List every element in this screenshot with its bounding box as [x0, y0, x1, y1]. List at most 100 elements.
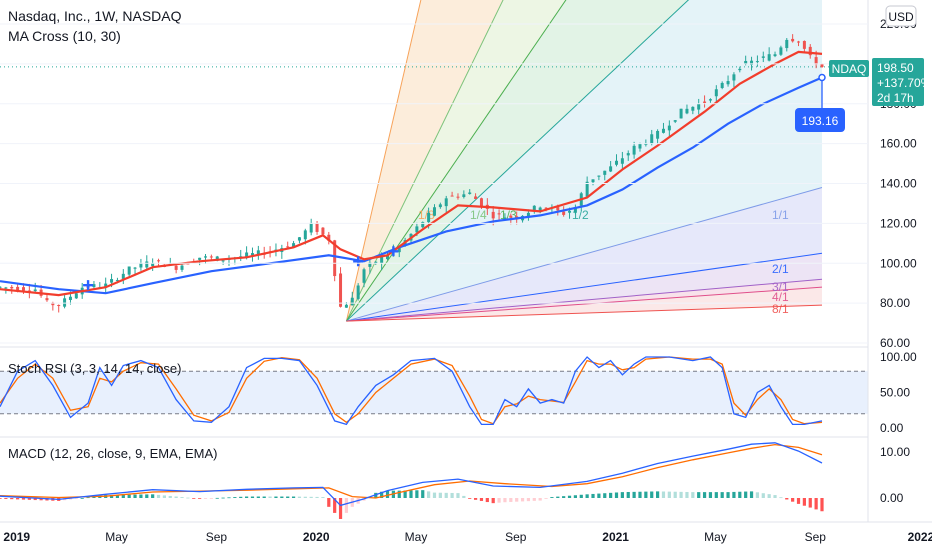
candle [21, 287, 25, 291]
macd-histogram-bar [585, 494, 589, 498]
macd-histogram-bar [86, 497, 90, 499]
macd-histogram-bar [556, 496, 560, 498]
macd-histogram-bar [309, 496, 313, 498]
time-tick-label: 2019 [3, 530, 30, 544]
macd-histogram-bar [550, 497, 554, 498]
candle [421, 222, 425, 228]
gann-fan-line [346, 187, 823, 322]
macd-histogram-bar [16, 498, 20, 500]
macd-histogram-bar [567, 495, 572, 498]
last-price: 198.50 [877, 61, 914, 75]
macd-histogram-bar [438, 492, 442, 498]
macd-histogram-bar [10, 498, 14, 500]
macd-histogram-bar [291, 496, 296, 498]
candle [597, 175, 601, 177]
candle [133, 267, 137, 269]
macd-histogram-bar [338, 498, 343, 519]
macd-histogram-bar [233, 497, 237, 498]
macd-histogram-bar [168, 495, 172, 498]
macd-histogram-bar [609, 492, 613, 498]
macd-histogram-bar [520, 498, 525, 502]
macd-histogram-bar [650, 491, 654, 498]
candle [215, 256, 219, 261]
candle [27, 290, 31, 292]
candle [779, 47, 783, 55]
candle [151, 263, 155, 267]
candle [808, 46, 812, 56]
candle [386, 255, 390, 260]
candle [714, 89, 718, 97]
candle [509, 215, 513, 218]
price-tick-label: 160.00 [880, 137, 917, 151]
macd-histogram-bar [738, 491, 742, 498]
macd-histogram-bar [603, 493, 607, 498]
candle [292, 243, 296, 248]
macd-histogram-bar [21, 498, 26, 500]
candle [250, 253, 254, 256]
macd-histogram-bar [198, 498, 202, 499]
candle [609, 166, 613, 172]
candle [544, 207, 548, 209]
candle [209, 256, 213, 258]
macd-histogram-bar [33, 498, 37, 501]
stoch-band [0, 371, 868, 414]
macd-histogram-bar [456, 493, 460, 498]
stoch-rsi-pane[interactable]: 100.00 50.00 0.00 [0, 350, 917, 435]
macd-histogram-bar [250, 496, 255, 498]
macd-histogram-bar [661, 491, 666, 498]
macd-histogram-bar [109, 494, 114, 498]
gann-fan-line [345, 0, 504, 322]
candle [344, 304, 348, 308]
gann-fan-label: 3/1 [772, 280, 789, 294]
macd-histogram-bar [303, 496, 307, 498]
macd-histogram-bar [744, 491, 748, 498]
macd-histogram-bar [503, 498, 507, 503]
main-pane[interactable]: 1/8 1/4 1/3 1/2 1/12/13/14/18/1 [0, 0, 868, 322]
macd-histogram-bar [509, 498, 513, 502]
candle [362, 269, 366, 283]
candle [503, 217, 507, 219]
macd-histogram-bar [591, 493, 595, 498]
candle [620, 158, 624, 164]
candle [397, 246, 401, 253]
candle [63, 298, 67, 307]
macd-tick-label: 10.00 [880, 445, 910, 459]
macd-pane[interactable]: 10.00 0.00 [0, 442, 910, 519]
macd-histogram-bar [162, 495, 166, 498]
candle [615, 160, 618, 165]
candle [245, 252, 249, 257]
macd-histogram-bar [0, 498, 2, 499]
macd-histogram-bar [227, 497, 231, 499]
candle [4, 287, 8, 289]
candle [415, 226, 419, 233]
macd-histogram-bar [421, 490, 425, 498]
candle [474, 196, 478, 200]
candle [603, 170, 607, 175]
candle [726, 81, 730, 85]
macd-histogram-bar [262, 496, 266, 498]
time-tick-label: 2021 [602, 530, 629, 544]
macd-histogram-bar [702, 492, 707, 498]
candle [732, 74, 736, 81]
gann-fan-zone [346, 0, 822, 322]
macd-tick-label: 0.00 [880, 491, 904, 505]
currency-button[interactable]: USD [885, 5, 917, 27]
candle [650, 134, 654, 144]
candle [321, 227, 325, 235]
candle [121, 273, 125, 279]
macd-histogram-bar [679, 491, 683, 498]
macd-histogram-bar [491, 498, 495, 504]
macd-histogram-bar [315, 496, 319, 498]
price-tick-label: 100.00 [880, 256, 917, 270]
candle [221, 260, 225, 262]
stoch-k-line [0, 356, 823, 426]
gann-fan-label: 4/1 [772, 290, 789, 304]
candle [432, 207, 436, 216]
currency-label: USD [888, 10, 914, 24]
macd-histogram-bar [749, 491, 754, 498]
candle [761, 56, 765, 58]
stoch-rsi-legend: Stoch RSI (3, 3, 14, 14, close) [8, 361, 181, 376]
candle [820, 63, 824, 67]
macd-histogram-bar [767, 494, 771, 498]
